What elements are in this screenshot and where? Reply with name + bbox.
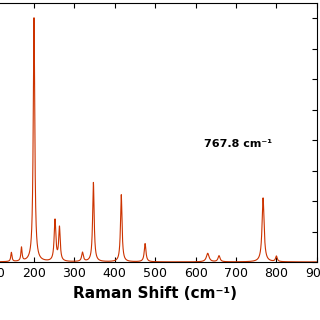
X-axis label: Raman Shift (cm⁻¹): Raman Shift (cm⁻¹)	[73, 286, 237, 301]
Text: 767.8 cm⁻¹: 767.8 cm⁻¹	[204, 139, 272, 148]
